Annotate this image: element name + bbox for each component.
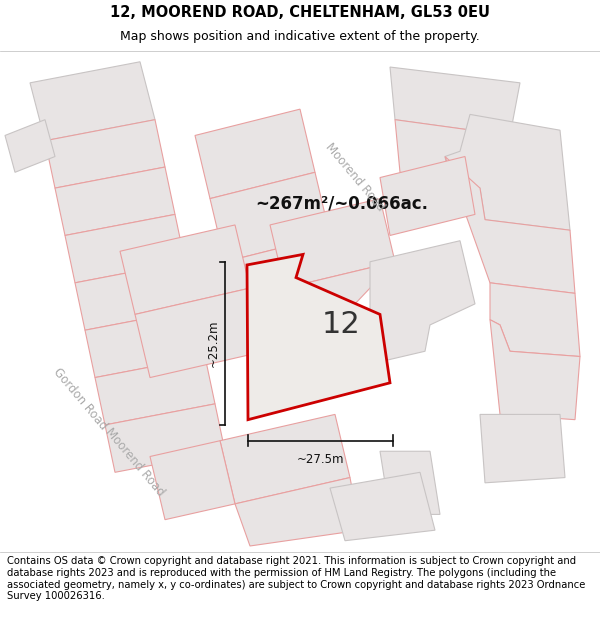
Polygon shape xyxy=(370,241,475,362)
Polygon shape xyxy=(105,404,225,472)
Polygon shape xyxy=(5,119,55,172)
Polygon shape xyxy=(445,114,570,230)
Text: ~25.2m: ~25.2m xyxy=(206,319,220,367)
Polygon shape xyxy=(150,441,235,519)
Text: 12: 12 xyxy=(321,310,360,339)
Polygon shape xyxy=(210,173,330,262)
Polygon shape xyxy=(235,478,360,546)
Polygon shape xyxy=(135,288,265,378)
Text: Contains OS data © Crown copyright and database right 2021. This information is : Contains OS data © Crown copyright and d… xyxy=(7,556,586,601)
Polygon shape xyxy=(247,254,390,419)
Polygon shape xyxy=(270,199,395,288)
Polygon shape xyxy=(490,283,580,356)
Polygon shape xyxy=(75,262,195,330)
Polygon shape xyxy=(330,472,435,541)
Polygon shape xyxy=(490,319,580,419)
Text: Moorend Road: Moorend Road xyxy=(103,425,167,498)
Text: Map shows position and indicative extent of the property.: Map shows position and indicative extent… xyxy=(120,31,480,43)
Polygon shape xyxy=(65,214,185,283)
Polygon shape xyxy=(285,262,395,314)
Polygon shape xyxy=(395,119,510,188)
Polygon shape xyxy=(220,414,350,504)
Polygon shape xyxy=(30,62,155,141)
Text: 12, MOOREND ROAD, CHELTENHAM, GL53 0EU: 12, MOOREND ROAD, CHELTENHAM, GL53 0EU xyxy=(110,5,490,20)
Polygon shape xyxy=(480,414,565,483)
Polygon shape xyxy=(445,156,575,293)
Text: Gordon Road: Gordon Road xyxy=(50,365,110,432)
Polygon shape xyxy=(120,225,250,314)
Text: ~27.5m: ~27.5m xyxy=(297,453,344,466)
Polygon shape xyxy=(380,451,440,514)
Polygon shape xyxy=(195,109,315,199)
Polygon shape xyxy=(380,156,475,236)
Polygon shape xyxy=(95,356,215,425)
Polygon shape xyxy=(85,309,205,378)
Text: Moorend Road: Moorend Road xyxy=(323,141,387,214)
Polygon shape xyxy=(225,236,330,278)
Text: ~267m²/~0.066ac.: ~267m²/~0.066ac. xyxy=(255,195,428,213)
Polygon shape xyxy=(55,167,175,236)
Polygon shape xyxy=(390,67,520,136)
Polygon shape xyxy=(45,119,165,188)
